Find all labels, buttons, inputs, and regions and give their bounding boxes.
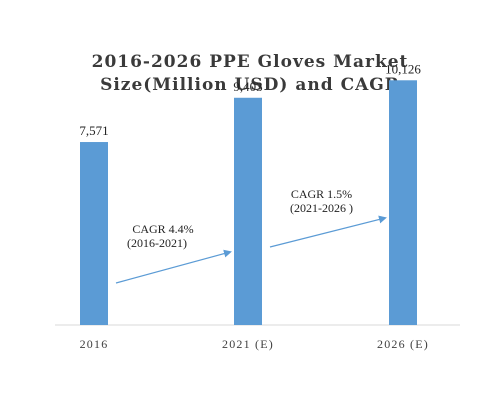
x-tick-label-3: 2026 (E): [377, 337, 429, 351]
cagr-label-1: CAGR 4.4%: [132, 222, 193, 236]
bar-2: [234, 97, 262, 325]
cagr-period-2: (2021-2026 ): [290, 201, 353, 215]
data-label-2: 9,403: [233, 79, 262, 94]
data-label-1: 7,571: [79, 123, 108, 138]
cagr-label-2: CAGR 1.5%: [291, 187, 352, 201]
bar-1: [80, 142, 108, 325]
chart-title-line-2: Size(Million USD) and CAGR: [100, 75, 400, 95]
x-tick-label-1: 2016: [80, 337, 109, 351]
chart-title-line-1: 2016-2026 PPE Gloves Market: [91, 52, 409, 72]
cagr-arrow-2: [269, 215, 387, 248]
cagr-arrow-1: [115, 249, 232, 284]
x-tick-label-2: 2021 (E): [222, 337, 274, 351]
cagr-period-1: (2016-2021): [127, 236, 187, 250]
bar-3: [389, 80, 417, 325]
data-label-3: 10,126: [385, 61, 421, 76]
